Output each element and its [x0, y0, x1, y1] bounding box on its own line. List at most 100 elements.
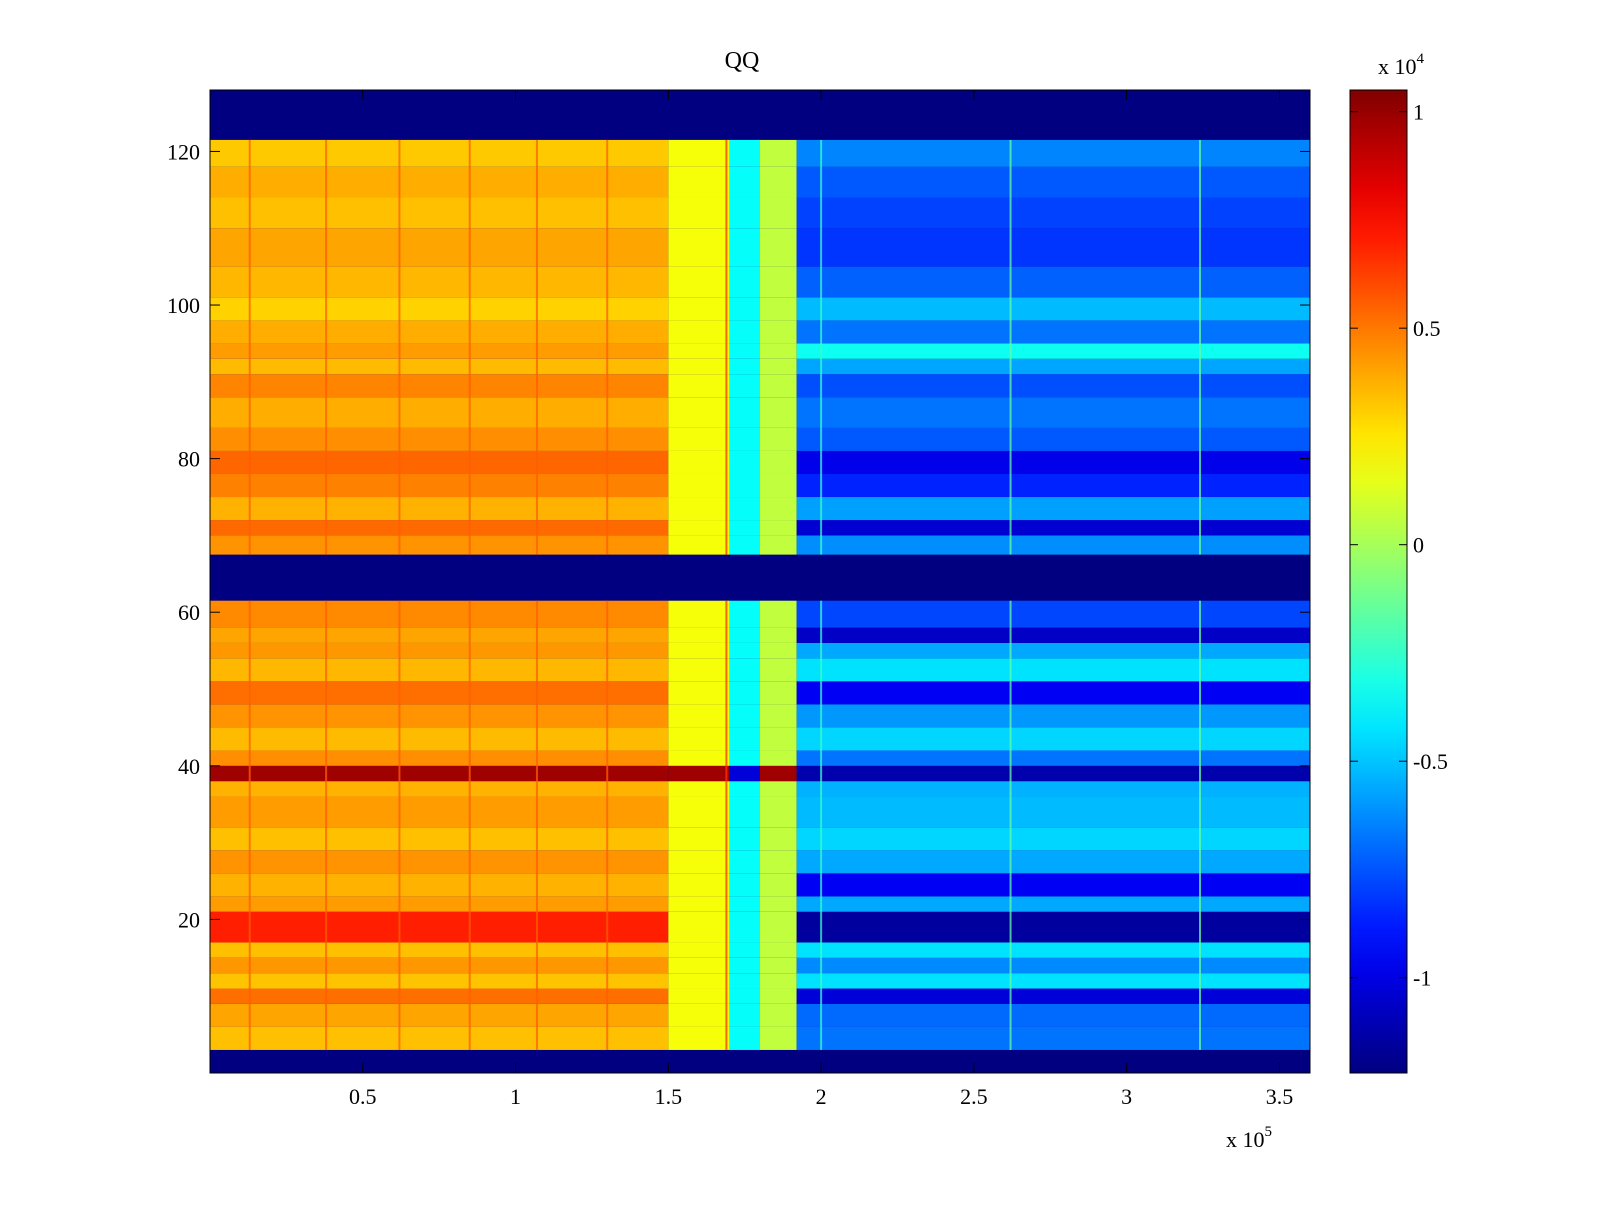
y-tick-label: 20: [178, 907, 200, 932]
heatmap-band-right: [796, 600, 1310, 628]
heatmap-band-transition: [668, 796, 730, 828]
heatmap-band-transition: [668, 197, 730, 229]
heatmap-band-transition: [760, 957, 797, 974]
heatmap-layer: [210, 90, 1310, 1073]
colorbar-exponent: x 104: [1378, 51, 1425, 79]
heatmap-band-transition: [668, 450, 730, 474]
heatmap-band-right: [796, 397, 1310, 428]
heatmap-band-transition: [668, 658, 730, 682]
heatmap-band-transition: [668, 497, 730, 521]
heatmap-band-left: [210, 765, 669, 782]
heatmap-band-transition: [729, 427, 760, 451]
plot-frame: [209, 89, 1311, 1074]
heatmap-column-line: [468, 600, 471, 1050]
heatmap-band-left: [210, 266, 669, 298]
heatmap-band-transition: [729, 1026, 760, 1050]
heatmap-band-left: [210, 827, 669, 851]
heatmap-band-transition: [760, 197, 797, 229]
heatmap-band-left: [210, 197, 669, 229]
heatmap-band-right: [796, 473, 1310, 498]
heatmap-band-left: [210, 988, 669, 1004]
heatmap-band-transition: [668, 627, 730, 643]
heatmap-band-right: [796, 320, 1310, 344]
heatmap-band-left: [210, 973, 669, 989]
heatmap-column-line: [535, 139, 538, 555]
heatmap-band-transition: [729, 320, 760, 344]
heatmap-band-right: [796, 197, 1310, 229]
colorbar-exponent-base: x 10: [1378, 54, 1417, 79]
heatmap-band-right: [796, 374, 1310, 398]
heatmap-band-transition: [729, 896, 760, 912]
heatmap-column-line: [820, 139, 823, 555]
colorbar-tick-label: 0: [1413, 533, 1424, 558]
heatmap-band-right: [796, 850, 1310, 874]
heatmap-band-transition: [729, 911, 760, 943]
heatmap-band-transition: [729, 139, 760, 167]
heatmap-band-right: [796, 535, 1310, 555]
heatmap-band-transition: [729, 642, 760, 659]
heatmap-band-transition: [729, 827, 760, 851]
heatmap-band-transition: [729, 266, 760, 298]
heatmap-band-transition: [760, 228, 797, 267]
heatmap-band-left: [210, 942, 669, 958]
x-tick-label: 1.5: [655, 1084, 683, 1109]
colorbar-tick-label: -0.5: [1413, 749, 1448, 774]
heatmap-band-transition: [760, 397, 797, 428]
heatmap-band-right: [796, 704, 1310, 728]
heatmap-band-left: [210, 658, 669, 682]
heatmap-band-transition: [668, 896, 730, 912]
heatmap-band-transition: [760, 896, 797, 912]
heatmap-band-transition: [760, 1003, 797, 1027]
heatmap-band-right: [796, 166, 1310, 198]
colorbar-tick-label: 0.5: [1413, 316, 1441, 341]
heatmap-band-transition: [668, 297, 730, 321]
heatmap-band-right: [796, 781, 1310, 797]
heatmap-band-transition: [729, 658, 760, 682]
heatmap-band-right: [796, 1003, 1310, 1027]
heatmap-band-transition: [760, 166, 797, 198]
heatmap-band-transition: [729, 704, 760, 728]
plot-area: [210, 90, 1310, 1073]
heatmap-band-transition: [760, 973, 797, 989]
heatmap-band-transition: [668, 727, 730, 751]
heatmap-band-left: [210, 896, 669, 912]
heatmap-band-transition: [760, 627, 797, 643]
y-tick-label: 40: [178, 754, 200, 779]
heatmap-band-left: [210, 911, 669, 943]
heatmap-band-right: [796, 681, 1310, 705]
heatmap-column-line: [725, 139, 728, 555]
heatmap-band-transition: [729, 973, 760, 989]
heatmap-band-transition: [729, 750, 760, 766]
heatmap-band-left: [210, 450, 669, 474]
chart-title: QQ: [725, 48, 760, 74]
heatmap-band-transition: [668, 228, 730, 267]
x-tick-label: 2: [816, 1084, 827, 1109]
colorbar-exponent-power: 4: [1417, 51, 1425, 67]
heatmap-band-transition: [760, 139, 797, 167]
heatmap-band-transition: [760, 343, 797, 359]
heatmap-band-transition: [729, 600, 760, 628]
heatmap-band-transition: [668, 781, 730, 797]
heatmap-column-line: [1009, 139, 1012, 555]
heatmap-band-transition: [760, 535, 797, 555]
heatmap-band-left: [210, 781, 669, 797]
heatmap-band-transition: [729, 450, 760, 474]
heatmap-band-transition: [760, 942, 797, 958]
heatmap-band-transition: [729, 197, 760, 229]
heatmap-band-transition: [668, 911, 730, 943]
heatmap-band-transition: [760, 727, 797, 751]
heatmap-band-left: [210, 320, 669, 344]
heatmap-band-transition: [668, 1003, 730, 1027]
x-axis-exponent: x 105: [1226, 1124, 1272, 1152]
heatmap-band-transition: [668, 427, 730, 451]
heatmap-band-transition: [668, 473, 730, 498]
heatmap-band-left: [210, 850, 669, 874]
heatmap-band-transition: [729, 850, 760, 874]
heatmap-band-left: [210, 600, 669, 628]
heatmap-column-line: [606, 600, 609, 1050]
heatmap-band-transition: [760, 450, 797, 474]
heatmap-band-right: [796, 727, 1310, 751]
heatmap-band-transition: [729, 497, 760, 521]
heatmap-band-transition: [668, 873, 730, 897]
